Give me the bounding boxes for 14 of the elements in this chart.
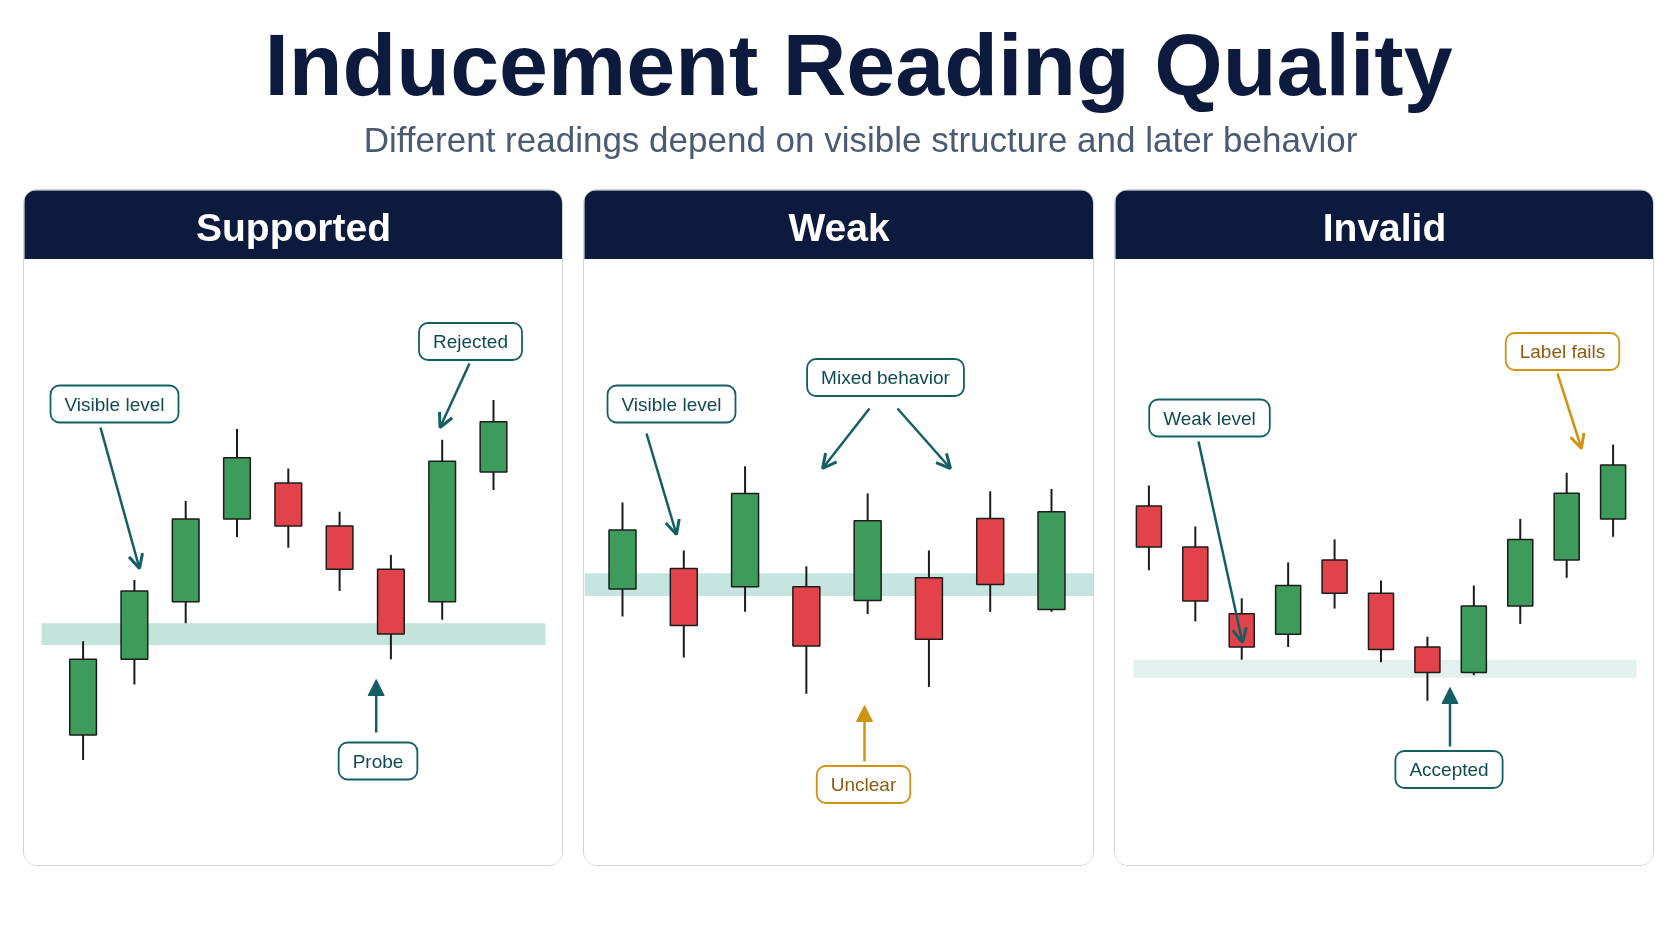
text: Different readings depend on visible structure and later behavior (363, 120, 1358, 159)
text: Weak level (1163, 407, 1256, 429)
text: Inducement Reading Quality (264, 15, 1453, 114)
annotation: Probe (352, 750, 404, 772)
chart-title: Invalid (1322, 205, 1447, 249)
text: Visible level (621, 393, 722, 415)
annotation: Visible level (64, 393, 165, 415)
text: Accepted (1409, 759, 1489, 780)
text: Label fails (1519, 341, 1606, 362)
text: Unclear (830, 774, 897, 795)
text: Mixed behavior (821, 367, 951, 388)
chart-title: Weak (788, 205, 890, 249)
chart-title: Supported (196, 205, 391, 249)
text: Rejected (433, 331, 509, 352)
